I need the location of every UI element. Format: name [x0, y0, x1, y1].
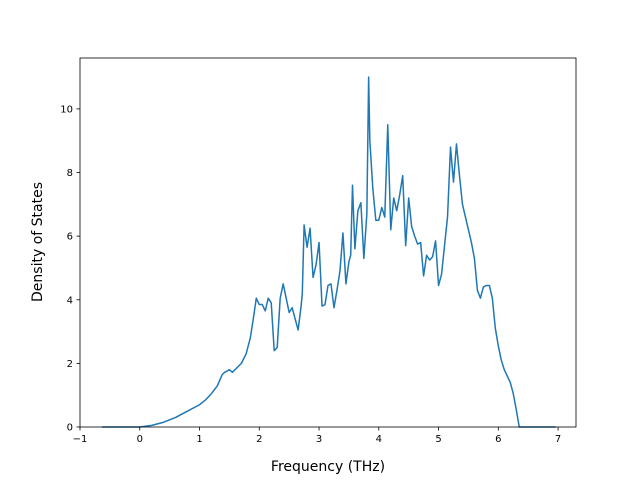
y-tick-label: 4 — [67, 295, 73, 306]
x-tick-label: 5 — [435, 434, 441, 445]
x-tick-label: 6 — [495, 434, 501, 445]
y-tick-label: 8 — [67, 168, 73, 179]
x-tick-label: 7 — [555, 434, 561, 445]
x-axis: −1 0 1 2 3 4 5 6 7 — [73, 427, 561, 445]
y-tick-label: 0 — [67, 423, 73, 434]
axes-frame — [79, 57, 577, 428]
x-tick-label: 1 — [196, 434, 202, 445]
y-axis-label: Density of States — [30, 182, 46, 302]
y-tick-label: 10 — [60, 104, 73, 115]
y-axis: 0 2 4 6 8 10 — [60, 104, 80, 434]
x-tick-label: 2 — [256, 434, 262, 445]
y-tick-label: 6 — [67, 232, 73, 243]
x-axis-label: Frequency (THz) — [271, 459, 385, 475]
dos-series-line-0 — [101, 76, 556, 428]
y-tick-label: 2 — [67, 359, 73, 370]
x-tick-label: 3 — [316, 434, 322, 445]
x-tick-label: 4 — [376, 434, 382, 445]
x-tick-label: −1 — [73, 434, 88, 445]
plot-area — [79, 57, 577, 428]
x-tick-label: 0 — [137, 434, 143, 445]
